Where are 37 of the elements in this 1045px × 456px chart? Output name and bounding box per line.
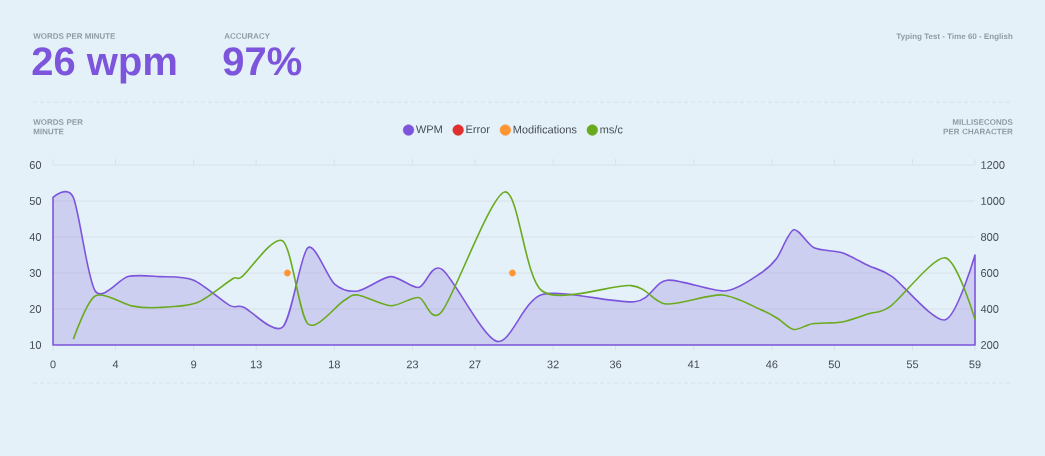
text: 26 wpm	[32, 47, 176, 84]
text: ACCURACY	[224, 33, 270, 39]
y-tick-label: 10	[30, 341, 42, 349]
x-tick-label: 32	[547, 360, 559, 369]
legend-label: ms/c	[600, 125, 623, 134]
y-axis-title: WORDS PER MINUTE	[33, 119, 83, 135]
x-tick-label: 36	[609, 360, 622, 369]
x-tick-label: 9	[191, 360, 197, 369]
y2-tick-label: 400	[980, 305, 999, 313]
legend-label: WPM	[415, 125, 442, 134]
y2-tick-label: 600	[981, 269, 999, 277]
y2-tick-label: 1000	[981, 197, 1005, 205]
y-tick-label: 50	[29, 197, 42, 205]
text: WORDS PER MINUTE	[33, 33, 116, 39]
x-tick-label: 13	[250, 360, 262, 369]
y-tick-label: 30	[29, 269, 42, 277]
x-tick-label: 18	[329, 360, 340, 369]
x-tick-label: 4	[112, 360, 119, 369]
y-tick-label: 20	[29, 305, 42, 313]
x-tick-label: 23	[406, 360, 419, 369]
x-tick-label: 59	[969, 360, 981, 369]
x-tick-label: 55	[906, 360, 919, 369]
x-tick-label: 41	[687, 360, 700, 369]
y2-tick-label: 1200	[981, 161, 1005, 169]
legend-label: Modifications	[513, 125, 577, 134]
y2-tick-label: 800	[981, 233, 999, 241]
y-tick-label: 40	[29, 233, 42, 241]
legend-label: Error	[466, 125, 490, 134]
chart-title: Typing Test - Time 60 - English	[896, 33, 1013, 41]
y2-axis-title: MILLISECONDS PER CHARACTER	[943, 119, 1013, 135]
text: 97%	[223, 47, 302, 76]
x-tick-label: 27	[469, 360, 481, 369]
x-tick-label: 46	[765, 360, 778, 369]
x-tick-label: 50	[828, 360, 841, 369]
y2-tick-label: 200	[981, 341, 999, 349]
x-tick-label: 0	[50, 360, 56, 369]
y-tick-label: 60	[29, 161, 42, 169]
